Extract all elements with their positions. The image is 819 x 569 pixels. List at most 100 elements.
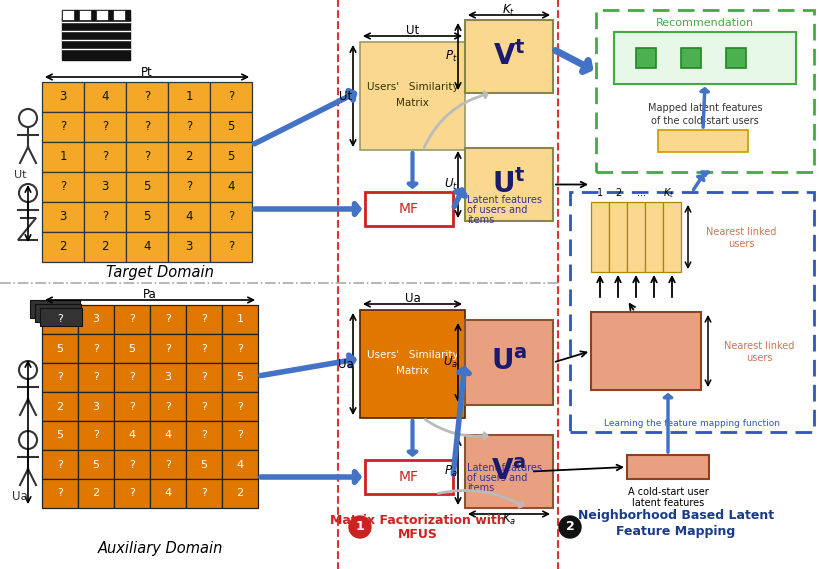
Bar: [464, 20, 552, 93]
Text: 3: 3: [93, 315, 99, 324]
Bar: [168, 82, 210, 112]
Bar: [590, 312, 700, 390]
Text: Matrix: Matrix: [396, 98, 428, 108]
Text: 4: 4: [236, 460, 243, 469]
Bar: [114, 450, 150, 479]
Bar: [79, 10, 91, 20]
Text: ?: ?: [201, 402, 206, 411]
Bar: [168, 202, 210, 232]
Bar: [222, 363, 258, 392]
Text: Matrix: Matrix: [396, 366, 428, 376]
Text: 5: 5: [57, 431, 63, 440]
Bar: [150, 450, 186, 479]
Text: Latent features: Latent features: [467, 195, 541, 205]
Bar: [42, 479, 78, 508]
Text: 3: 3: [59, 211, 66, 224]
Text: ?: ?: [102, 150, 108, 163]
Text: Nearest linked: Nearest linked: [723, 341, 794, 351]
Text: 4: 4: [165, 489, 171, 498]
Text: 2: 2: [614, 188, 620, 198]
Text: 5: 5: [227, 121, 234, 134]
Text: ?: ?: [57, 460, 63, 469]
Bar: [114, 479, 150, 508]
Text: ?: ?: [102, 211, 108, 224]
Bar: [42, 392, 78, 421]
Text: ?: ?: [228, 90, 234, 104]
Text: 4: 4: [129, 431, 135, 440]
Bar: [150, 392, 186, 421]
Bar: [126, 172, 168, 202]
Bar: [150, 363, 186, 392]
Bar: [627, 202, 645, 272]
Bar: [78, 305, 114, 334]
Bar: [222, 421, 258, 450]
Text: ?: ?: [93, 431, 99, 440]
Text: Ua: Ua: [12, 490, 28, 504]
Bar: [62, 18, 130, 60]
Bar: [210, 142, 251, 172]
Bar: [84, 202, 126, 232]
Text: 3: 3: [102, 180, 109, 193]
Text: 4: 4: [101, 90, 109, 104]
Text: Ut: Ut: [405, 23, 419, 36]
Bar: [168, 232, 210, 262]
Text: 2: 2: [185, 150, 192, 163]
Bar: [222, 392, 258, 421]
Circle shape: [559, 516, 581, 538]
Text: $\mathbf{V^a}$: $\mathbf{V^a}$: [491, 457, 526, 485]
Text: ?: ?: [186, 180, 192, 193]
Text: ?: ?: [201, 315, 206, 324]
Bar: [42, 334, 78, 363]
Bar: [42, 172, 84, 202]
Text: $P_t$: $P_t$: [444, 49, 457, 64]
Text: ?: ?: [201, 373, 206, 382]
Text: 2: 2: [236, 489, 243, 498]
Bar: [78, 334, 114, 363]
Bar: [168, 172, 210, 202]
Bar: [222, 479, 258, 508]
Bar: [613, 32, 795, 84]
Text: of users and: of users and: [467, 473, 527, 483]
Text: ?: ?: [228, 241, 234, 254]
Text: Users'   Similarity: Users' Similarity: [366, 350, 458, 360]
Text: 3: 3: [59, 90, 66, 104]
Circle shape: [349, 516, 370, 538]
Text: users: users: [744, 353, 771, 363]
Bar: [150, 334, 186, 363]
Text: 1: 1: [596, 188, 602, 198]
Text: Ua: Ua: [404, 291, 420, 304]
Text: 4: 4: [185, 211, 192, 224]
Text: latent features: latent features: [631, 498, 704, 508]
Bar: [168, 142, 210, 172]
Text: ?: ?: [129, 402, 135, 411]
Bar: [609, 202, 627, 272]
Text: 1: 1: [185, 90, 192, 104]
Text: of users and: of users and: [467, 205, 527, 215]
Text: $P_a$: $P_a$: [444, 464, 457, 479]
Text: 5: 5: [57, 344, 63, 353]
Bar: [40, 308, 82, 326]
Text: 1: 1: [236, 315, 243, 324]
Bar: [186, 479, 222, 508]
Bar: [627, 455, 708, 479]
Bar: [364, 192, 452, 226]
Text: Users'   Similarity: Users' Similarity: [366, 82, 458, 92]
Bar: [150, 421, 186, 450]
Bar: [657, 130, 747, 152]
Bar: [113, 10, 124, 20]
Text: ?: ?: [129, 373, 135, 382]
Text: Auxiliary Domain: Auxiliary Domain: [97, 541, 223, 555]
Bar: [364, 460, 452, 494]
Bar: [42, 112, 84, 142]
Bar: [595, 10, 813, 172]
Text: ?: ?: [165, 460, 170, 469]
Text: 2: 2: [93, 489, 99, 498]
Text: Pa: Pa: [143, 288, 156, 302]
Bar: [42, 202, 84, 232]
Text: 5: 5: [129, 344, 135, 353]
Bar: [663, 202, 680, 272]
Bar: [150, 479, 186, 508]
Text: ?: ?: [228, 211, 234, 224]
Bar: [210, 232, 251, 262]
Text: Ua: Ua: [337, 357, 354, 370]
